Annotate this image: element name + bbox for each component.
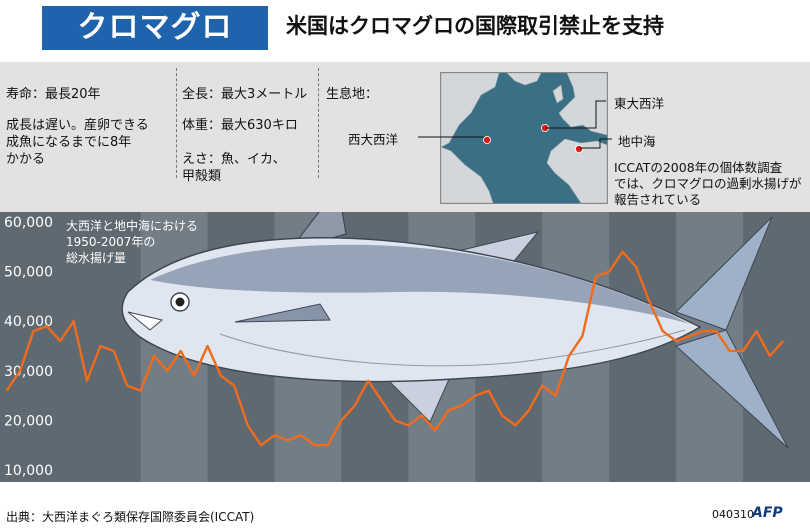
habitat-map <box>440 72 608 204</box>
y-tick-label: 40,000 <box>4 314 53 330</box>
footer <box>0 482 810 529</box>
title-box: クロマグロ <box>42 6 268 50</box>
tuna-illustration <box>121 212 789 449</box>
source-text: 出典：大西洋まぐろ類保存国際委員会(ICCAT) <box>6 510 255 524</box>
growth-line-2: 成魚になるまでに8年 <box>6 135 132 150</box>
catch-series-line <box>5 250 785 447</box>
chart-title-line-1: 大西洋と地中海における <box>66 218 198 233</box>
west-atlantic-dot <box>483 136 492 145</box>
y-tick-label: 20,000 <box>4 413 53 429</box>
food-line-2: 甲殻類 <box>182 169 222 184</box>
column-divider <box>176 68 177 178</box>
afp-logo: AFP <box>752 505 783 521</box>
catch-chart: 10,000 20,000 30,000 40,000 50,000 60,000 195… <box>0 212 810 482</box>
length-text: 全長：最大3メートル <box>182 87 308 102</box>
iccat-note-line-2: では、クロマグロの過剰水揚げが <box>614 176 802 191</box>
habitat-label: 生息地： <box>326 87 379 102</box>
east-atlantic-label: 東大西洋 <box>614 96 665 111</box>
y-tick-label: 10,000 <box>4 463 53 479</box>
column-divider <box>318 68 319 178</box>
chart-title-line-2: 1950-2007年の <box>66 235 155 249</box>
iccat-note-line-1: ICCATの2008年の個体数調査 <box>614 160 783 175</box>
chart-title: 大西洋と地中海における 1950-2007年の 総水揚げ量 <box>66 218 198 265</box>
facts-panel <box>0 62 810 212</box>
growth-line-3: かかる <box>6 152 46 167</box>
lifespan-text: 寿命：最長20年 <box>6 87 101 102</box>
growth-line-1: 成長は遅い。産卵できる <box>6 118 149 133</box>
page-title: クロマグロ <box>77 10 233 45</box>
y-tick-label: 30,000 <box>4 364 53 380</box>
weight-text: 体重：最大630キロ <box>182 118 298 133</box>
mediterranean-dot <box>574 145 583 154</box>
map-graphic <box>441 73 607 203</box>
catch-series <box>5 250 785 447</box>
west-atlantic-label: 西大西洋 <box>348 132 399 147</box>
headline: 米国はクロマグロの国際取引禁止を支持 <box>286 14 664 38</box>
food-line-1: えさ：魚、イカ、 <box>182 152 286 167</box>
chart-title-line-3: 総水揚げ量 <box>66 251 126 265</box>
y-axis-labels: 10,000 20,000 30,000 40,000 50,000 60,000 <box>4 215 53 479</box>
iccat-note-line-3: 報告されている <box>614 192 702 207</box>
graphic-code: 040310 <box>712 508 754 521</box>
mediterranean-label: 地中海 <box>618 134 656 149</box>
iccat-note: ICCATの2008年の個体数調査 では、クロマグロの過剰水揚げが 報告されてい… <box>614 160 802 208</box>
y-tick-label: 50,000 <box>4 265 53 281</box>
y-tick-label: 60,000 <box>4 215 53 231</box>
